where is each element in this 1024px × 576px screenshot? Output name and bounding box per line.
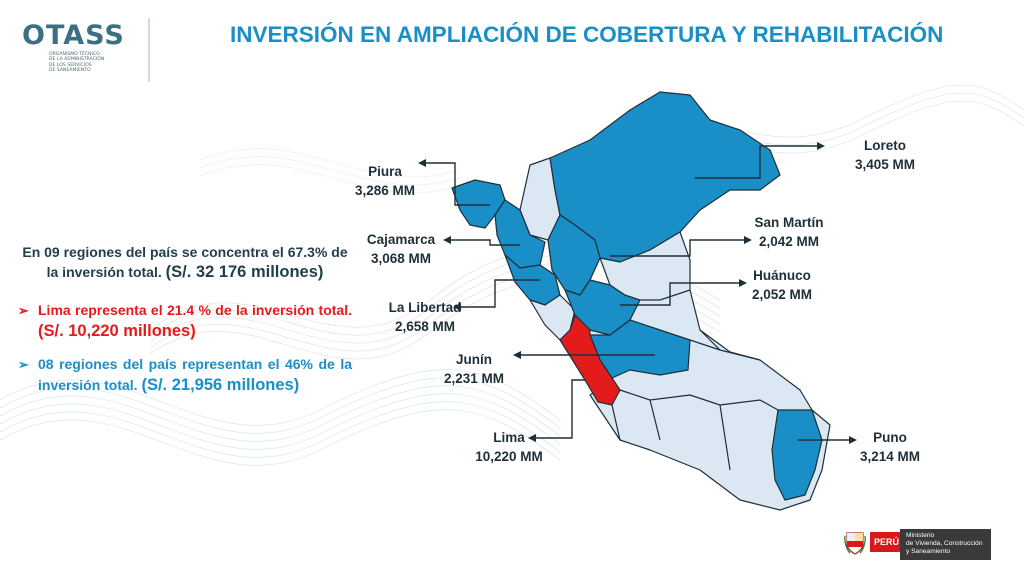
label-huanuco: Huánuco 2,052 MM: [751, 268, 813, 302]
label-puno: Puno 3,214 MM: [859, 430, 921, 464]
logo-subtitle: ORGANISMO TÉCNICO DE LA ADMINISTRACIÓN D…: [49, 52, 105, 74]
label-cajamarca: Cajamarca 3,068 MM: [366, 232, 436, 266]
label-la-libertad: La Libertad 2,658 MM: [388, 300, 462, 334]
coat-of-arms-icon: [844, 532, 866, 555]
logo-wordmark: OTASS: [22, 20, 125, 51]
bullet-regions: ➢ 08 regiones del país representan el 46…: [18, 356, 352, 394]
connector-huanuco: [620, 282, 740, 306]
summary-text: En 09 regiones del país se concentra el …: [18, 242, 352, 396]
ministry-name: Ministerio de Vivienda, Construcción y S…: [900, 529, 991, 560]
arrowhead-junin: [513, 351, 521, 359]
connector-loreto: [695, 145, 818, 179]
arrow-bullet-icon: ➢: [18, 357, 29, 372]
otass-logo: OTASS ORGANISMO TÉCNICO DE LA ADMINISTRA…: [22, 22, 142, 74]
arrowhead-cajamarca: [443, 236, 451, 244]
label-loreto: Loreto 3,405 MM: [854, 138, 916, 172]
bullet-regions-highlight: (S/. 21,956 millones): [141, 376, 300, 394]
slide-title: INVERSIÓN EN AMPLIACIÓN DE COBERTURA Y R…: [230, 22, 944, 47]
arrowhead-la-libertad: [453, 303, 461, 311]
arrowhead-piura: [418, 159, 426, 167]
arrowhead-san-martin: [744, 236, 752, 244]
label-piura: Piura 3,286 MM: [354, 164, 416, 198]
arrowhead-loreto: [817, 142, 825, 150]
label-junin: Junín 2,231 MM: [443, 352, 505, 386]
region-lima: [559, 314, 621, 406]
arrowhead-huanuco: [739, 279, 747, 287]
connector-lima: [535, 379, 585, 439]
label-san-martin: San Martín 2,042 MM: [754, 215, 824, 249]
arrowhead-puno: [849, 436, 857, 444]
connector-cajamarca: [450, 239, 520, 246]
region-ucayali-light: [599, 231, 691, 301]
bullet-lima: ➢ Lima representa el 21.4 % de la invers…: [18, 302, 352, 340]
connector-san-martin: [610, 239, 745, 257]
bullet-lima-highlight: (S/. 10,220 millones): [38, 322, 196, 340]
region-puno: [771, 409, 823, 501]
region-ancash-light: [529, 294, 576, 341]
arrowhead-lima: [528, 434, 536, 442]
ministry-logo: PERÚ Ministerio de Vivienda, Construcció…: [834, 524, 994, 562]
intro-paragraph: En 09 regiones del país se concentra el …: [22, 244, 348, 281]
label-lima: Lima 10,220 MM: [475, 430, 543, 464]
region-borders: [611, 329, 779, 471]
connector-piura: [425, 162, 490, 206]
connector-la-libertad: [460, 279, 540, 308]
peru-tag: PERÚ: [870, 532, 904, 552]
intro-highlight: (S/. 32 176 millones): [165, 263, 324, 281]
logo-divider: [148, 18, 150, 82]
arrow-bullet-icon: ➢: [18, 303, 29, 318]
